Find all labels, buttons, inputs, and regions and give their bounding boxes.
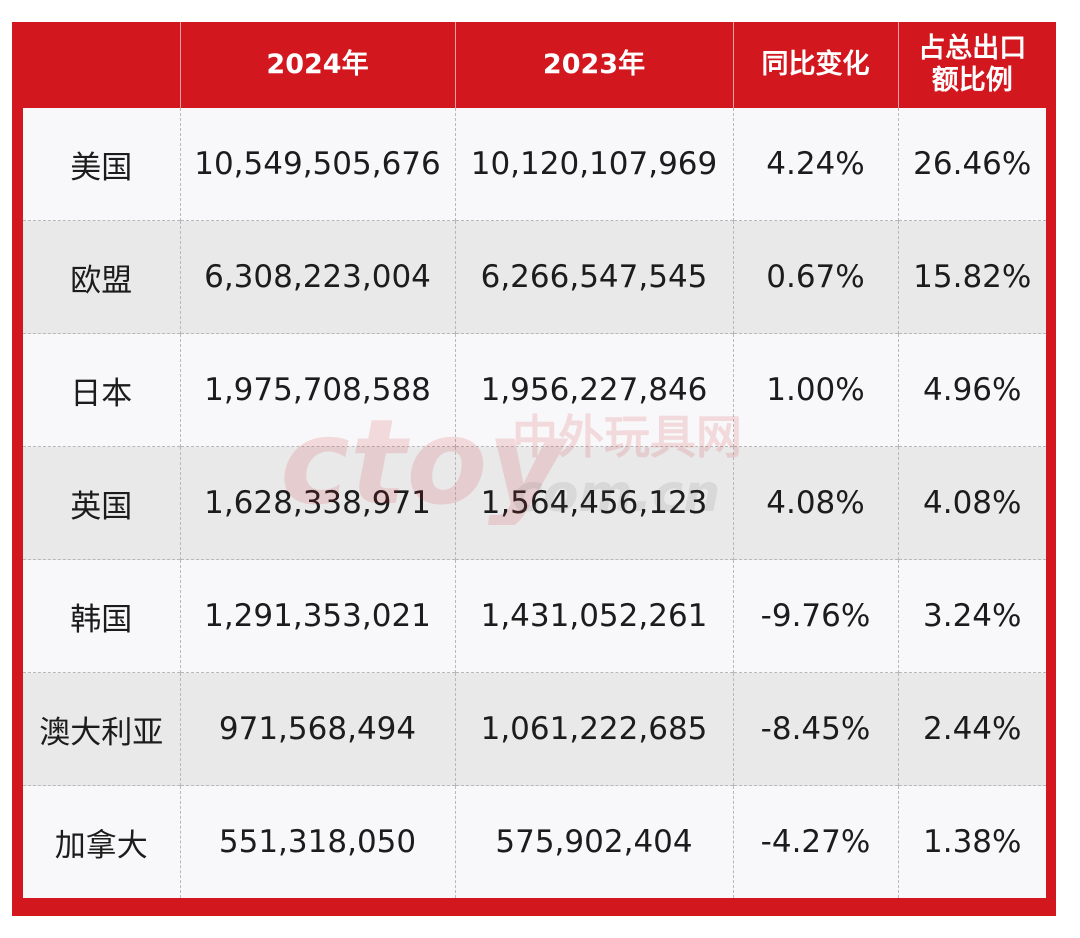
cell-2023: 1,061,222,685	[454, 672, 733, 786]
table-row: 加拿大 551,318,050 575,902,404 -4.27% 1.38%	[23, 785, 1046, 898]
cell-share: 1.38%	[897, 785, 1046, 898]
cell-region: 加拿大	[23, 785, 180, 898]
cell-yoy: 4.24%	[732, 108, 898, 221]
cell-2024: 551,318,050	[179, 785, 455, 898]
cell-share: 4.96%	[897, 333, 1046, 447]
cell-2023: 1,564,456,123	[454, 446, 733, 560]
table-row: 英国 1,628,338,971 1,564,456,123 4.08% 4.0…	[23, 446, 1046, 560]
cell-share: 3.24%	[897, 559, 1046, 673]
cell-yoy: -4.27%	[732, 785, 898, 898]
header-share: 占总出口 额比例	[897, 22, 1046, 108]
cell-2023: 1,431,052,261	[454, 559, 733, 673]
cell-yoy: 4.08%	[732, 446, 898, 560]
table-row: 欧盟 6,308,223,004 6,266,547,545 0.67% 15.…	[23, 220, 1046, 334]
header-region	[23, 22, 180, 108]
table-row: 日本 1,975,708,588 1,956,227,846 1.00% 4.9…	[23, 333, 1046, 447]
table-row: 美国 10,549,505,676 10,120,107,969 4.24% 2…	[23, 108, 1046, 221]
header-2023: 2023年	[454, 22, 733, 108]
cell-region: 英国	[23, 446, 180, 560]
cell-2023: 575,902,404	[454, 785, 733, 898]
cell-2024: 6,308,223,004	[179, 220, 455, 334]
header-yoy: 同比变化	[732, 22, 898, 108]
cell-2024: 1,291,353,021	[179, 559, 455, 673]
cell-region: 日本	[23, 333, 180, 447]
table-header-row: 2024年 2023年 同比变化 占总出口 额比例	[23, 22, 1046, 108]
cell-share: 2.44%	[897, 672, 1046, 786]
cell-share: 26.46%	[897, 108, 1046, 221]
table-frame: 2024年 2023年 同比变化 占总出口 额比例 美国 10,549,505,6…	[12, 22, 1056, 916]
cell-region: 美国	[23, 108, 180, 221]
cell-2024: 1,975,708,588	[179, 333, 455, 447]
cell-2024: 10,549,505,676	[179, 108, 455, 221]
table-row: 韩国 1,291,353,021 1,431,052,261 -9.76% 3.…	[23, 559, 1046, 673]
cell-share: 15.82%	[897, 220, 1046, 334]
export-table: 2024年 2023年 同比变化 占总出口 额比例 美国 10,549,505,6…	[23, 22, 1046, 898]
table-row: 澳大利亚 971,568,494 1,061,222,685 -8.45% 2.…	[23, 672, 1046, 786]
cell-share: 4.08%	[897, 446, 1046, 560]
cell-2023: 6,266,547,545	[454, 220, 733, 334]
cell-region: 韩国	[23, 559, 180, 673]
cell-yoy: 0.67%	[732, 220, 898, 334]
cell-2024: 971,568,494	[179, 672, 455, 786]
cell-region: 澳大利亚	[23, 672, 180, 786]
cell-yoy: 1.00%	[732, 333, 898, 447]
cell-yoy: -8.45%	[732, 672, 898, 786]
header-2024: 2024年	[179, 22, 455, 108]
cell-2024: 1,628,338,971	[179, 446, 455, 560]
cell-2023: 1,956,227,846	[454, 333, 733, 447]
cell-region: 欧盟	[23, 220, 180, 334]
cell-2023: 10,120,107,969	[454, 108, 733, 221]
cell-yoy: -9.76%	[732, 559, 898, 673]
